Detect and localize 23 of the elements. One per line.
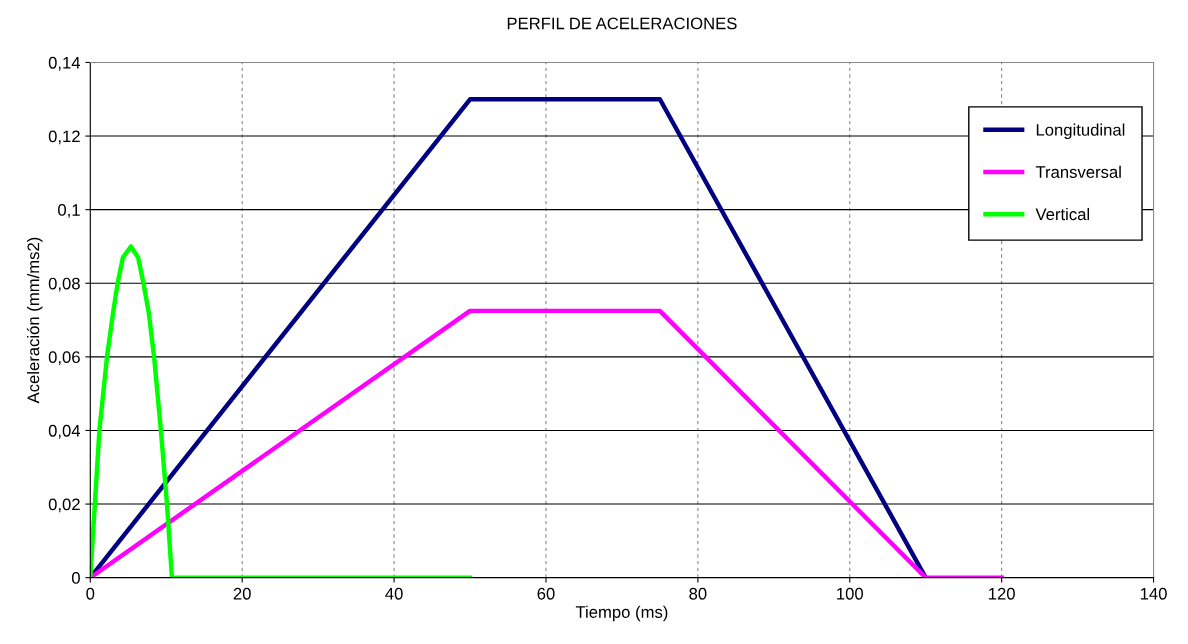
x-axis-title: Tiempo (ms): [575, 605, 668, 622]
x-tick-label: 100: [837, 587, 864, 600]
y-axis-title: Aceleración (mm/ms2): [26, 237, 43, 404]
x-tick-label: 20: [233, 587, 251, 600]
x-tick-label: 140: [1140, 587, 1167, 600]
legend-label: Transversal: [1035, 165, 1121, 178]
y-tick-label: 0,02: [48, 498, 80, 513]
y-tick-label: 0,12: [48, 130, 80, 145]
x-tick-label: 120: [989, 587, 1015, 600]
legend-label: Vertical: [1035, 207, 1090, 221]
y-tick-label: 0: [71, 572, 80, 584]
y-tick-label: 0,08: [48, 277, 80, 292]
chart-title: PERFIL DE ACELERACIONES: [507, 17, 737, 30]
y-tick-label: 0,04: [48, 424, 81, 439]
legend-label: Longitudinal: [1036, 123, 1125, 140]
x-tick-label: 0: [86, 587, 95, 600]
y-tick-label: 0,14: [48, 56, 81, 71]
x-tick-label: 40: [385, 587, 403, 600]
y-tick-label: 0,06: [48, 351, 80, 366]
x-tick-label: 80: [689, 587, 707, 600]
x-tick-label: 60: [537, 587, 555, 600]
y-tick-label: 0,1: [58, 204, 80, 218]
line-series: [90, 244, 473, 578]
